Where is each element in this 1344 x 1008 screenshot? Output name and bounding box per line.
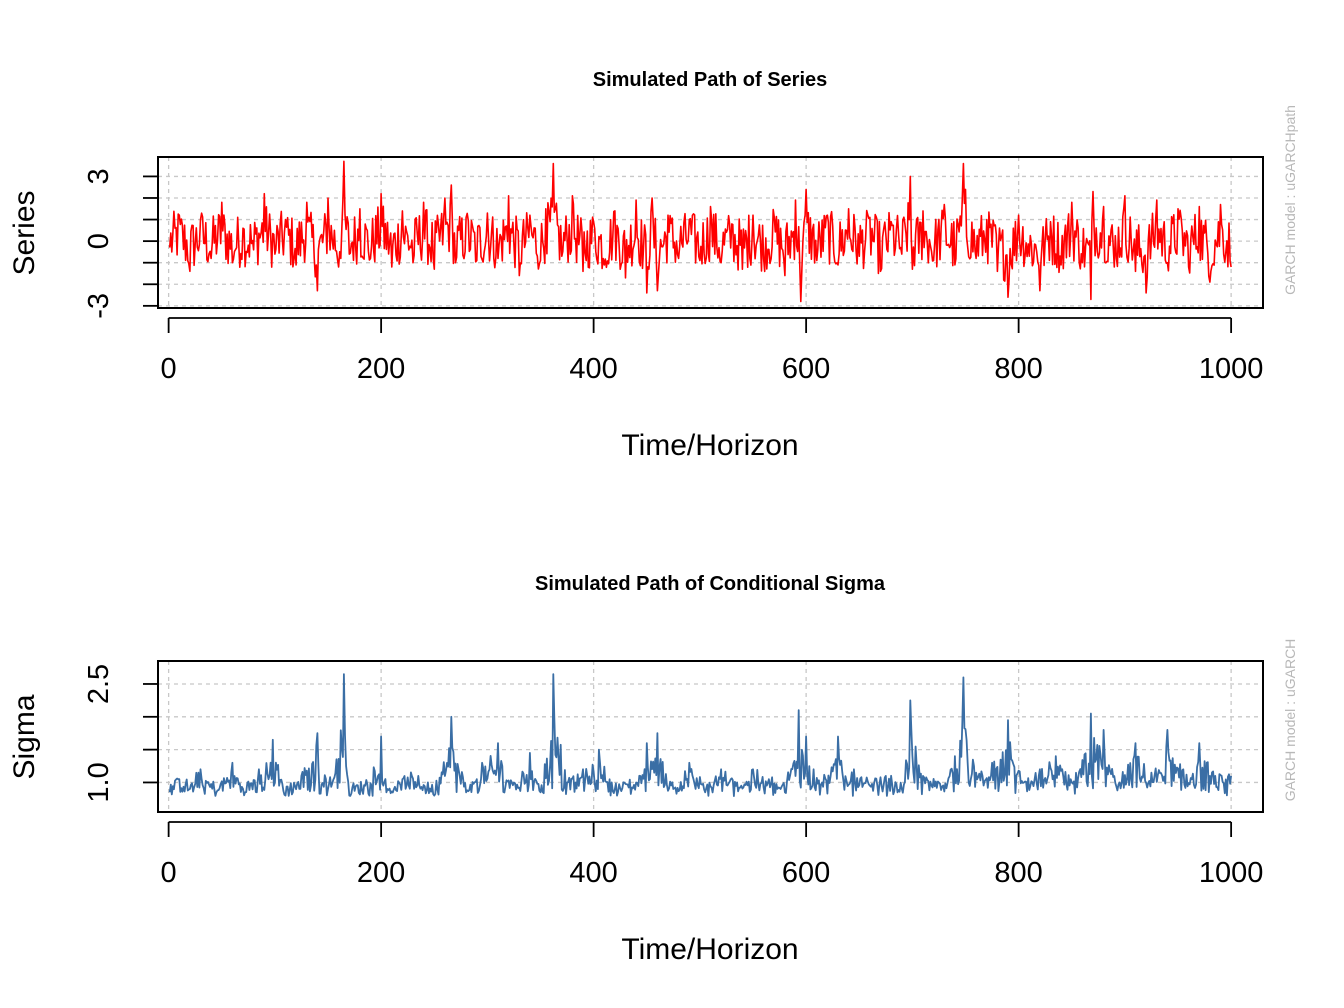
sigma-title: Simulated Path of Conditional Sigma: [535, 573, 886, 595]
series-line-layer: [168, 160, 1232, 303]
series-x-label: Time/Horizon: [621, 429, 798, 462]
sigma-x-axis: 0 200 400 600 800 1000: [161, 821, 1264, 889]
panel-sigma: Simulated Path of Conditional Sigma 1.0 2…: [8, 573, 1298, 966]
sigma-x-tick-label: 400: [569, 857, 617, 889]
series-y-tick-label: -3: [83, 293, 115, 319]
series-y-label: Series: [8, 190, 41, 275]
sigma-y-axis: 1.0 2.5: [83, 664, 159, 803]
series-x-tick-label: 0: [161, 353, 177, 385]
series-line: [168, 160, 1232, 303]
sigma-x-tick-label: 800: [994, 857, 1042, 889]
series-y-tick-label: 0: [83, 233, 115, 249]
series-x-tick-label: 400: [569, 353, 617, 385]
sigma-y-tick-label: 2.5: [83, 664, 115, 704]
series-title: Simulated Path of Series: [593, 69, 828, 91]
sigma-x-label: Time/Horizon: [621, 933, 798, 966]
sigma-x-tick-label: 0: [161, 857, 177, 889]
series-side-label: GARCH model : uGARCHpath: [1282, 105, 1298, 295]
series-x-tick-label: 800: [994, 353, 1042, 385]
panel-series: Simulated Path of Series -3 0 3 0 200 400 600…: [8, 69, 1298, 462]
sigma-grid: [158, 661, 1263, 812]
sigma-x-tick-label: 600: [782, 857, 830, 889]
sigma-y-label: Sigma: [8, 694, 41, 779]
series-y-axis: -3 0 3: [83, 168, 159, 319]
series-x-tick-label: 200: [357, 353, 405, 385]
sigma-side-label: GARCH model : uGARCH: [1282, 639, 1298, 802]
sigma-x-tick-label: 1000: [1199, 857, 1264, 889]
sigma-y-tick-label: 1.0: [83, 762, 115, 802]
sigma-x-tick-label: 200: [357, 857, 405, 889]
series-x-tick-label: 1000: [1199, 353, 1264, 385]
series-x-axis: 0 200 400 600 800 1000: [161, 317, 1264, 385]
sigma-line-layer: [168, 673, 1232, 797]
series-y-tick-label: 3: [83, 168, 115, 184]
sigma-line: [168, 673, 1232, 797]
series-x-tick-label: 600: [782, 353, 830, 385]
